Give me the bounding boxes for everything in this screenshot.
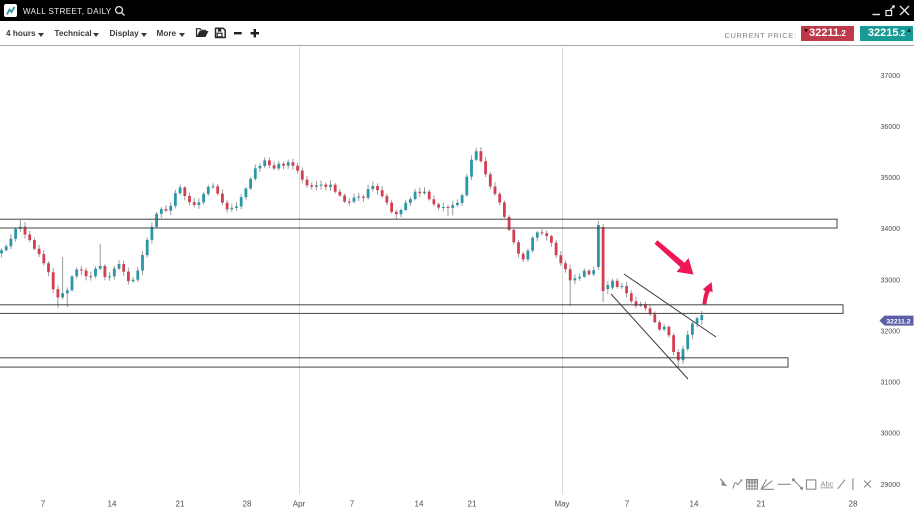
- svg-text:30000: 30000: [881, 431, 901, 438]
- svg-text:37000: 37000: [881, 73, 901, 80]
- svg-text:14: 14: [415, 500, 424, 509]
- svg-text:Apr: Apr: [293, 500, 306, 509]
- svg-text:28: 28: [849, 500, 858, 509]
- svg-text:29000: 29000: [881, 482, 901, 489]
- svg-text:36000: 36000: [881, 124, 901, 131]
- svg-text:Abc: Abc: [821, 480, 834, 489]
- svg-text:21: 21: [468, 500, 477, 509]
- svg-text:7: 7: [350, 500, 355, 509]
- svg-text:35000: 35000: [881, 175, 901, 182]
- svg-text:21: 21: [757, 500, 766, 509]
- svg-text:21: 21: [176, 500, 185, 509]
- svg-text:14: 14: [108, 500, 117, 509]
- svg-text:34000: 34000: [881, 226, 901, 233]
- svg-text:32211.2: 32211.2: [886, 318, 910, 325]
- svg-text:May: May: [554, 500, 569, 509]
- svg-text:31000: 31000: [881, 380, 901, 387]
- svg-text:28: 28: [243, 500, 252, 509]
- svg-text:7: 7: [41, 500, 46, 509]
- svg-text:33000: 33000: [881, 277, 901, 284]
- svg-text:32000: 32000: [881, 329, 901, 336]
- svg-text:14: 14: [690, 500, 699, 509]
- svg-text:7: 7: [625, 500, 630, 509]
